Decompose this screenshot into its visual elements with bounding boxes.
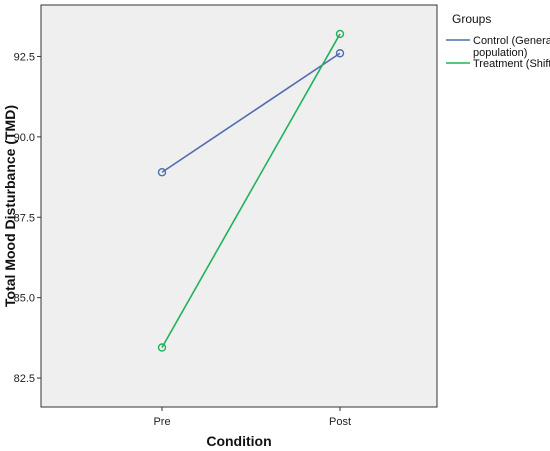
y-tick-label: 87.5 (14, 212, 35, 224)
data-point (157, 168, 167, 177)
y-tick-label: 82.5 (14, 373, 35, 385)
data-point (157, 343, 167, 352)
x-tick-label: Pre (153, 416, 170, 428)
y-tick-label: 85.0 (14, 293, 35, 305)
data-point (335, 29, 345, 39)
legend: Groups Control (General population)Treatm… (446, 12, 550, 70)
series-line-1 (161, 33, 341, 348)
y-tick-label: 92.5 (14, 51, 35, 63)
legend-entry: Control (General population) (473, 35, 550, 59)
y-axis-title: Total Mood Disturbance (TMD) (2, 105, 18, 307)
data-point (335, 49, 345, 58)
y-tick-label: 90.0 (14, 132, 35, 144)
legend-entry: Treatment (Shift) (473, 58, 550, 70)
x-tick-label: Post (329, 416, 351, 428)
y-axis: 82.5 85.0 87.5 90.0 92.5 (14, 51, 41, 385)
x-axis-title: Condition (206, 433, 271, 449)
plot-area (40, 4, 438, 408)
series-layer (157, 29, 345, 352)
legend-title: Groups (452, 12, 491, 26)
series-line-0 (161, 52, 341, 173)
x-axis: Pre Post (153, 407, 351, 428)
